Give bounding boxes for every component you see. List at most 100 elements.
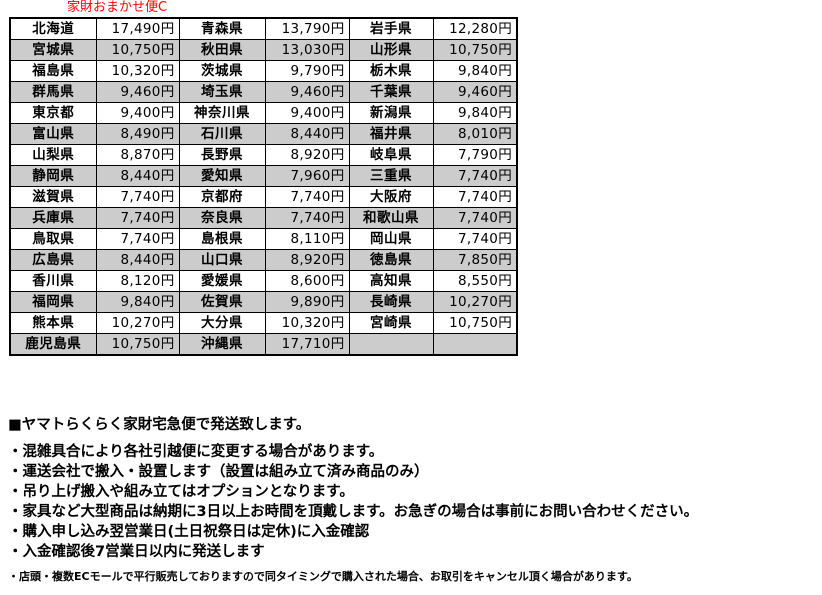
fee-cell: 7,740円 — [264, 207, 350, 229]
prefecture-cell: 愛媛県 — [178, 270, 266, 292]
prefecture-cell: 島根県 — [178, 228, 266, 250]
table-row: 鳥取県 7,740円 島根県 8,110円 岡山県 7,740円 — [9, 228, 518, 250]
prefecture-cell: 岩手県 — [348, 17, 434, 40]
fee-cell: 9,840円 — [432, 60, 518, 82]
fee-cell: 7,740円 — [95, 228, 180, 250]
prefecture-cell: 大阪府 — [348, 186, 434, 208]
fee-cell: 12,280円 — [432, 17, 518, 40]
prefecture-cell: 千葉県 — [348, 81, 434, 103]
prefecture-cell: 岡山県 — [348, 228, 434, 250]
fee-cell: 9,890円 — [264, 291, 350, 313]
table-row: 鹿児島県 10,750円 沖縄県 17,710円 — [9, 333, 518, 356]
shipping-fee-table: 北海道 17,490円 青森県 13,790円 岩手県 12,280円 宮城県 10,750円… — [9, 17, 518, 356]
page-title: 家財おまかせ便C — [67, 0, 168, 15]
shipping-fee-table-body: 北海道 17,490円 青森県 13,790円 岩手県 12,280円 宮城県 10,750円… — [9, 17, 518, 356]
table-row: 東京都 9,400円 神奈川県 9,400円 新潟県 9,840円 — [9, 102, 518, 124]
prefecture-cell: 茨城県 — [178, 60, 266, 82]
fee-cell: 9,790円 — [264, 60, 350, 82]
fee-cell: 9,840円 — [95, 291, 180, 313]
prefecture-cell: 神奈川県 — [178, 102, 266, 124]
fee-cell: 9,400円 — [95, 102, 180, 124]
fee-cell: 9,460円 — [264, 81, 350, 103]
prefecture-cell: 滋賀県 — [9, 186, 97, 208]
fee-cell: 8,440円 — [95, 249, 180, 271]
table-row: 広島県 8,440円 山口県 8,920円 徳島県 7,850円 — [9, 249, 518, 271]
fee-cell: 8,440円 — [264, 123, 350, 145]
prefecture-cell: 福島県 — [9, 60, 97, 82]
prefecture-cell: 宮城県 — [9, 39, 97, 61]
prefecture-cell: 鹿児島県 — [9, 333, 97, 356]
fee-cell: 9,460円 — [432, 81, 518, 103]
prefecture-cell: 大分県 — [178, 312, 266, 334]
table-row: 兵庫県 7,740円 奈良県 7,740円 和歌山県 7,740円 — [9, 207, 518, 229]
fee-cell: 10,320円 — [95, 60, 180, 82]
fee-cell: 10,270円 — [432, 291, 518, 313]
table-row: 富山県 8,490円 石川県 8,440円 福井県 8,010円 — [9, 123, 518, 145]
fee-cell: 8,120円 — [95, 270, 180, 292]
note-line: ・吊り上げ搬入や組み立てはオプションとなります。 — [8, 484, 354, 500]
prefecture-cell: 北海道 — [9, 17, 97, 40]
table-row: 群馬県 9,460円 埼玉県 9,460円 千葉県 9,460円 — [9, 81, 518, 103]
table-row: 香川県 8,120円 愛媛県 8,600円 高知県 8,550円 — [9, 270, 518, 292]
table-row: 静岡県 8,440円 愛知県 7,960円 三重県 7,740円 — [9, 165, 518, 187]
table-row: 熊本県 10,270円 大分県 10,320円 宮崎県 10,750円 — [9, 312, 518, 334]
fee-cell: 8,550円 — [432, 270, 518, 292]
prefecture-cell: 鳥取県 — [9, 228, 97, 250]
table-row: 福岡県 9,840円 佐賀県 9,890円 長崎県 10,270円 — [9, 291, 518, 313]
fee-cell: 7,850円 — [432, 249, 518, 271]
prefecture-cell: 群馬県 — [9, 81, 97, 103]
note-line: ・混雑具合により各社引越便に変更する場合があります。 — [8, 444, 384, 460]
prefecture-cell: 奈良県 — [178, 207, 266, 229]
prefecture-cell: 長野県 — [178, 144, 266, 166]
fee-cell: 13,030円 — [264, 39, 350, 61]
prefecture-cell: 福岡県 — [9, 291, 97, 313]
prefecture-cell: 山口県 — [178, 249, 266, 271]
fee-cell: 7,960円 — [264, 165, 350, 187]
notes-small-print: ・店頭・複数ECモールで平行販売しておりますので同タイミングで購入された場合、お… — [8, 570, 638, 583]
prefecture-cell: 富山県 — [9, 123, 97, 145]
prefecture-cell — [348, 333, 434, 356]
note-line: ・運送会社で搬入・設置します（設置は組み立て済み商品のみ） — [8, 464, 429, 480]
prefecture-cell: 新潟県 — [348, 102, 434, 124]
prefecture-cell: 愛知県 — [178, 165, 266, 187]
fee-cell: 7,740円 — [432, 186, 518, 208]
fee-cell: 17,710円 — [264, 333, 350, 356]
fee-cell: 7,790円 — [432, 144, 518, 166]
fee-cell: 7,740円 — [432, 228, 518, 250]
fee-cell: 10,750円 — [95, 333, 180, 356]
prefecture-cell: 福井県 — [348, 123, 434, 145]
fee-cell: 8,870円 — [95, 144, 180, 166]
prefecture-cell: 栃木県 — [348, 60, 434, 82]
fee-cell: 8,920円 — [264, 249, 350, 271]
fee-cell: 7,740円 — [264, 186, 350, 208]
note-line: ・入金確認後7営業日以内に発送します — [8, 544, 265, 560]
prefecture-cell: 長崎県 — [348, 291, 434, 313]
prefecture-cell: 香川県 — [9, 270, 97, 292]
fee-cell: 8,440円 — [95, 165, 180, 187]
fee-cell: 8,010円 — [432, 123, 518, 145]
table-row: 滋賀県 7,740円 京都府 7,740円 大阪府 7,740円 — [9, 186, 518, 208]
note-line: ・家具など大型商品は納期に3日以上お時間を頂戴します。お急ぎの場合は事前にお問い… — [8, 504, 699, 520]
table-row: 山梨県 8,870円 長野県 8,920円 岐阜県 7,790円 — [9, 144, 518, 166]
prefecture-cell: 埼玉県 — [178, 81, 266, 103]
fee-cell: 10,750円 — [95, 39, 180, 61]
prefecture-cell: 秋田県 — [178, 39, 266, 61]
prefecture-cell: 沖縄県 — [178, 333, 266, 356]
prefecture-cell: 宮崎県 — [348, 312, 434, 334]
fee-cell: 10,750円 — [432, 312, 518, 334]
prefecture-cell: 熊本県 — [9, 312, 97, 334]
fee-cell: 8,600円 — [264, 270, 350, 292]
fee-cell: 8,920円 — [264, 144, 350, 166]
fee-cell: 10,750円 — [432, 39, 518, 61]
fee-cell: 13,790円 — [264, 17, 350, 40]
prefecture-cell: 岐阜県 — [348, 144, 434, 166]
fee-cell: 7,740円 — [95, 186, 180, 208]
fee-cell: 9,840円 — [432, 102, 518, 124]
shipping-notes: ■ヤマトらくらく家財宅急便で発送致します。 ・混雑具合により各社引越便に変更する… — [8, 415, 818, 585]
prefecture-cell: 三重県 — [348, 165, 434, 187]
prefecture-cell: 京都府 — [178, 186, 266, 208]
shipping-fee-table-wrapper: 北海道 17,490円 青森県 13,790円 岩手県 12,280円 宮城県 10,750円… — [9, 17, 518, 356]
table-row: 北海道 17,490円 青森県 13,790円 岩手県 12,280円 — [9, 17, 518, 40]
notes-list: ・混雑具合により各社引越便に変更する場合があります。・運送会社で搬入・設置します… — [8, 442, 818, 562]
fee-cell: 9,400円 — [264, 102, 350, 124]
